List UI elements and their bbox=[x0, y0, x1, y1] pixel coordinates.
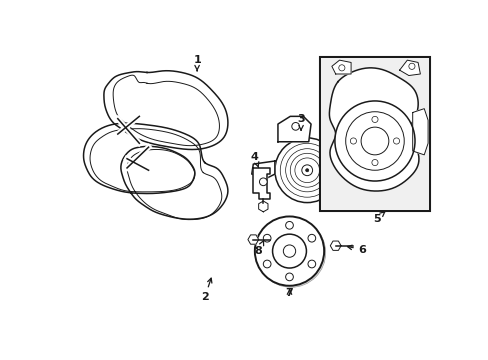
Circle shape bbox=[274, 138, 339, 203]
Circle shape bbox=[345, 112, 404, 170]
Text: 3: 3 bbox=[297, 114, 304, 130]
Polygon shape bbox=[329, 68, 418, 191]
Circle shape bbox=[263, 260, 270, 268]
Text: 5: 5 bbox=[372, 211, 385, 224]
Polygon shape bbox=[329, 241, 341, 250]
Text: 8: 8 bbox=[254, 240, 263, 256]
Circle shape bbox=[301, 165, 312, 176]
Circle shape bbox=[307, 260, 315, 268]
Circle shape bbox=[349, 138, 356, 144]
Circle shape bbox=[263, 234, 270, 242]
Polygon shape bbox=[253, 168, 270, 199]
Text: 2: 2 bbox=[201, 278, 211, 302]
Bar bbox=[320, 57, 429, 211]
Circle shape bbox=[291, 122, 299, 130]
Text: 1: 1 bbox=[193, 55, 201, 71]
Circle shape bbox=[259, 178, 266, 186]
Bar bbox=[321, 58, 428, 210]
Text: 4: 4 bbox=[250, 152, 258, 168]
Circle shape bbox=[283, 245, 295, 257]
Polygon shape bbox=[331, 60, 350, 74]
Polygon shape bbox=[277, 116, 310, 142]
Circle shape bbox=[272, 234, 306, 268]
Polygon shape bbox=[251, 161, 274, 178]
Circle shape bbox=[371, 159, 377, 166]
Circle shape bbox=[334, 101, 414, 181]
Circle shape bbox=[254, 216, 324, 286]
Circle shape bbox=[393, 138, 399, 144]
Circle shape bbox=[285, 273, 293, 281]
Circle shape bbox=[408, 63, 414, 69]
Text: 6: 6 bbox=[347, 244, 366, 255]
Text: 7: 7 bbox=[285, 288, 293, 298]
Circle shape bbox=[307, 234, 315, 242]
Circle shape bbox=[256, 218, 325, 287]
Polygon shape bbox=[258, 201, 267, 212]
Circle shape bbox=[338, 65, 344, 71]
Polygon shape bbox=[399, 60, 420, 76]
Circle shape bbox=[305, 169, 308, 172]
Polygon shape bbox=[247, 235, 258, 244]
Circle shape bbox=[360, 127, 388, 155]
Polygon shape bbox=[412, 109, 427, 155]
Circle shape bbox=[371, 116, 377, 122]
Circle shape bbox=[285, 221, 293, 229]
